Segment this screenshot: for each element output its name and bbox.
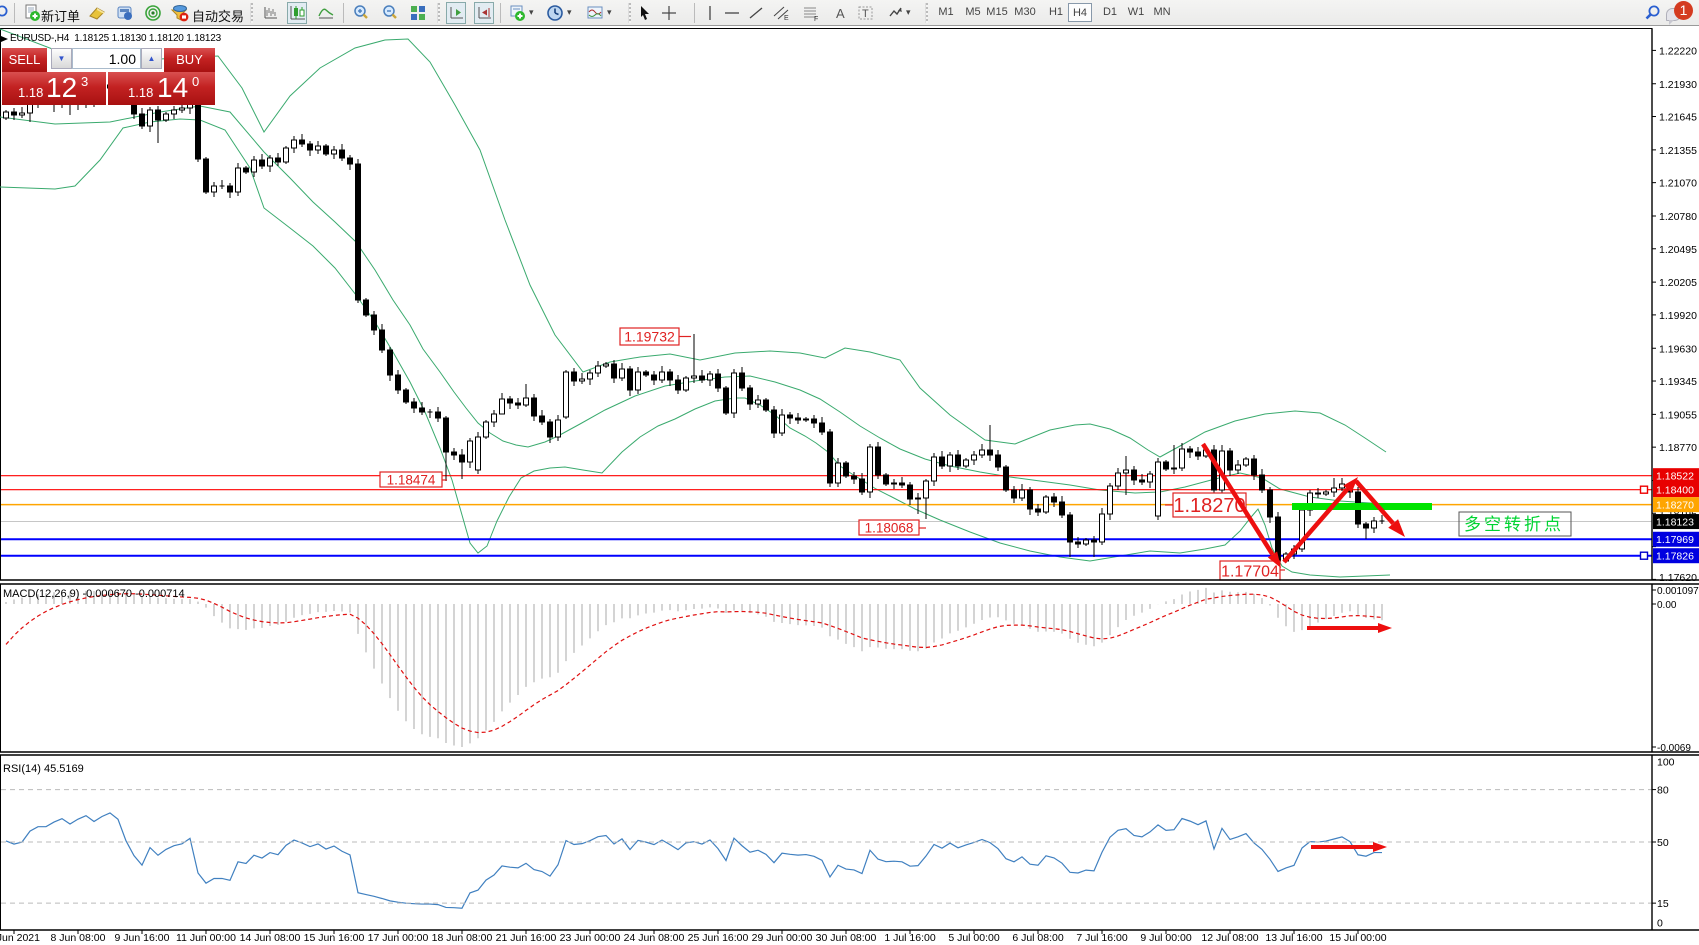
svg-text:25 Jun 16:00: 25 Jun 16:00 bbox=[688, 932, 749, 944]
svg-text:1.20495: 1.20495 bbox=[1659, 244, 1697, 256]
svg-text:6 Jul 08:00: 6 Jul 08:00 bbox=[1012, 932, 1064, 944]
svg-text:8 Jun 08:00: 8 Jun 08:00 bbox=[51, 932, 106, 944]
svg-text:A: A bbox=[836, 6, 845, 21]
svg-text:0.001097: 0.001097 bbox=[1657, 586, 1699, 597]
svg-text:30 Jun 08:00: 30 Jun 08:00 bbox=[816, 932, 877, 944]
svg-text:9 Jul 00:00: 9 Jul 00:00 bbox=[1140, 932, 1192, 944]
svg-text:1.18522: 1.18522 bbox=[1656, 470, 1694, 482]
svg-text:1.19630: 1.19630 bbox=[1659, 343, 1697, 355]
svg-text:29 Jun 00:00: 29 Jun 00:00 bbox=[752, 932, 813, 944]
svg-text:0: 0 bbox=[1657, 917, 1663, 929]
svg-text:17 Jun 00:00: 17 Jun 00:00 bbox=[368, 932, 429, 944]
svg-text:15 Jun 16:00: 15 Jun 16:00 bbox=[304, 932, 365, 944]
svg-text:1 Jul 16:00: 1 Jul 16:00 bbox=[884, 932, 936, 944]
svg-text:100: 100 bbox=[1657, 757, 1675, 769]
svg-text:14 Jun 08:00: 14 Jun 08:00 bbox=[240, 932, 301, 944]
svg-text:1.17969: 1.17969 bbox=[1656, 534, 1694, 546]
svg-text:1.18474: 1.18474 bbox=[387, 472, 436, 487]
svg-text:1.17826: 1.17826 bbox=[1656, 551, 1694, 563]
svg-text:1.17620: 1.17620 bbox=[1659, 572, 1697, 584]
svg-text:T: T bbox=[862, 8, 869, 20]
svg-text:-0.0069: -0.0069 bbox=[1657, 743, 1691, 754]
svg-text:5 Jul 00:00: 5 Jul 00:00 bbox=[948, 932, 1000, 944]
svg-text:1.19920: 1.19920 bbox=[1659, 310, 1697, 322]
svg-text:0.00: 0.00 bbox=[1657, 600, 1677, 611]
svg-text:23 Jun 00:00: 23 Jun 00:00 bbox=[560, 932, 621, 944]
svg-text:1.22220: 1.22220 bbox=[1659, 45, 1697, 57]
svg-text:1.18270: 1.18270 bbox=[1656, 499, 1694, 511]
svg-text:1.21355: 1.21355 bbox=[1659, 145, 1697, 157]
svg-text:1.21070: 1.21070 bbox=[1659, 178, 1697, 190]
svg-text:11 Jun 00:00: 11 Jun 00:00 bbox=[176, 932, 236, 944]
svg-text:1.19732: 1.19732 bbox=[624, 329, 675, 345]
svg-text:18 Jun 08:00: 18 Jun 08:00 bbox=[432, 932, 493, 944]
svg-text:1.20205: 1.20205 bbox=[1659, 277, 1697, 289]
svg-text:F: F bbox=[814, 16, 818, 22]
svg-text:80: 80 bbox=[1657, 785, 1669, 797]
svg-text:15: 15 bbox=[1657, 898, 1669, 910]
svg-text:1.20780: 1.20780 bbox=[1659, 211, 1697, 223]
svg-text:多空转折点: 多空转折点 bbox=[1464, 515, 1564, 534]
svg-text:1.21645: 1.21645 bbox=[1659, 112, 1697, 124]
svg-text:1.18770: 1.18770 bbox=[1659, 442, 1697, 454]
svg-text:1.19055: 1.19055 bbox=[1659, 409, 1697, 421]
svg-text:1.18123: 1.18123 bbox=[1656, 516, 1694, 528]
svg-text:RSI(14) 45.5169: RSI(14) 45.5169 bbox=[3, 763, 84, 775]
svg-text:7 Jul 16:00: 7 Jul 16:00 bbox=[1076, 932, 1128, 944]
svg-text:15 Jul 00:00: 15 Jul 00:00 bbox=[1329, 932, 1386, 944]
svg-text:1.18270: 1.18270 bbox=[1173, 495, 1245, 517]
svg-text:13 Jul 16:00: 13 Jul 16:00 bbox=[1265, 932, 1322, 944]
svg-text:1.17704: 1.17704 bbox=[1221, 563, 1279, 580]
svg-text:1.21930: 1.21930 bbox=[1659, 79, 1697, 91]
svg-text:12 Jul 08:00: 12 Jul 08:00 bbox=[1201, 932, 1258, 944]
svg-text:1.19345: 1.19345 bbox=[1659, 376, 1697, 388]
svg-text:1.18068: 1.18068 bbox=[865, 520, 914, 535]
svg-text:7 Jun 2021: 7 Jun 2021 bbox=[0, 932, 40, 944]
svg-text:MACD(12,26,9) -0.000670 -0.000: MACD(12,26,9) -0.000670 -0.000714 bbox=[3, 588, 185, 600]
svg-text:E: E bbox=[784, 15, 789, 22]
svg-text:24 Jun 08:00: 24 Jun 08:00 bbox=[624, 932, 685, 944]
svg-text:1.18400: 1.18400 bbox=[1656, 485, 1694, 497]
svg-text:9 Jun 16:00: 9 Jun 16:00 bbox=[115, 932, 170, 944]
svg-text:50: 50 bbox=[1657, 837, 1669, 849]
svg-text:21 Jun 16:00: 21 Jun 16:00 bbox=[496, 932, 557, 944]
